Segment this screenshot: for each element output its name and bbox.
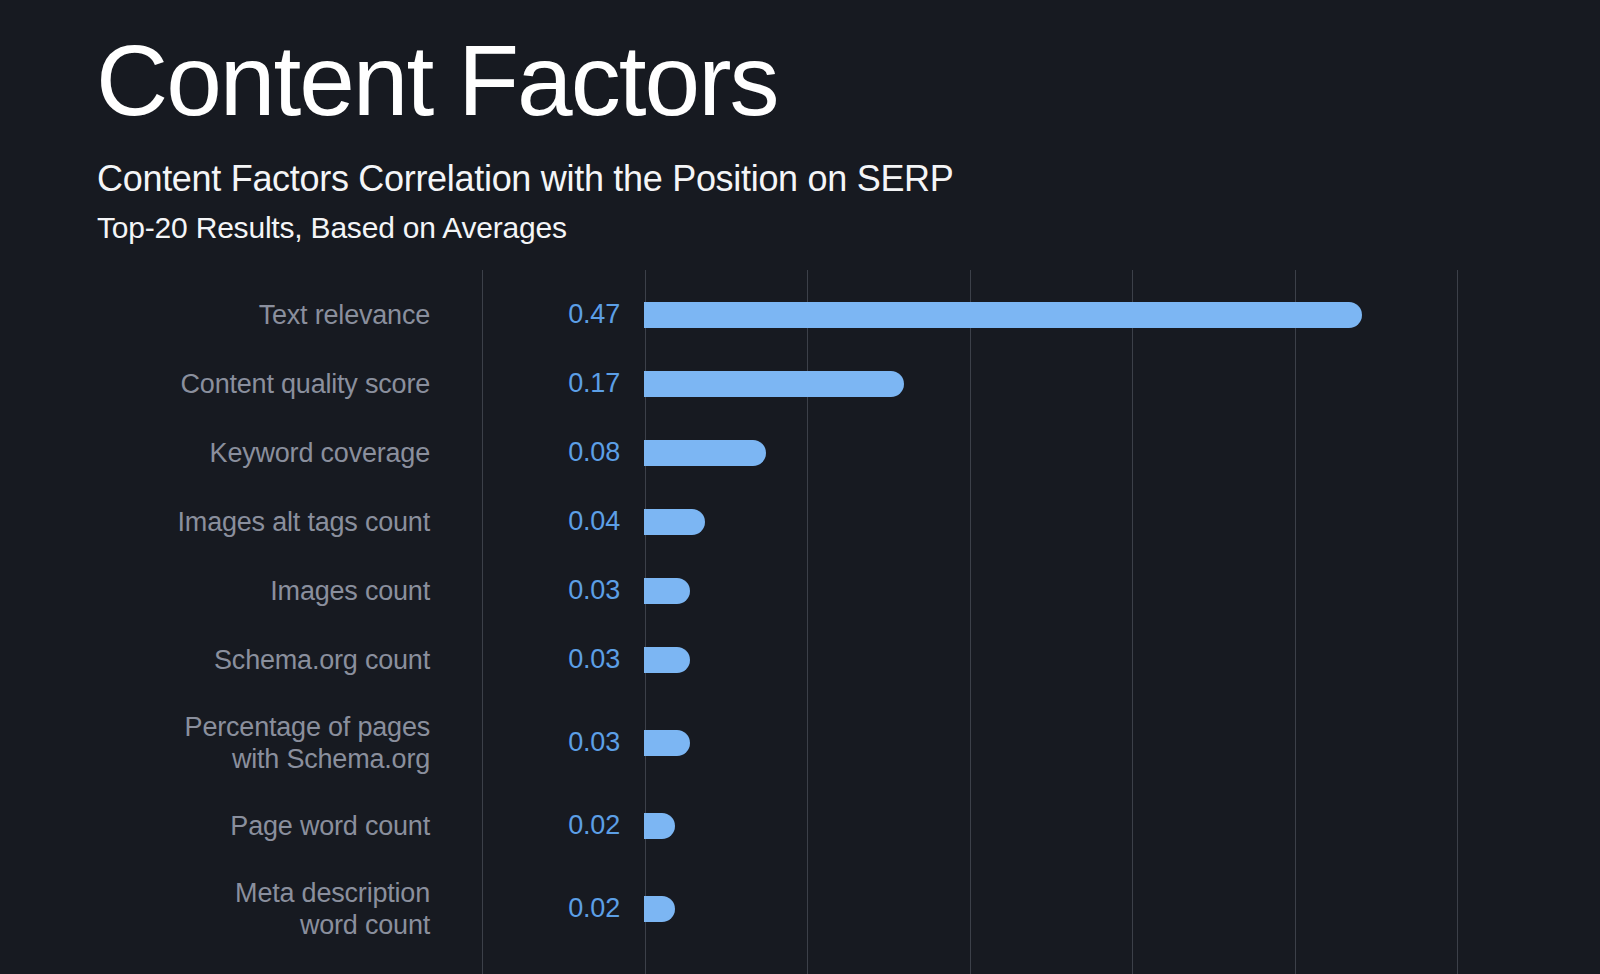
bar — [644, 509, 705, 535]
value-label: 0.02 — [430, 893, 620, 924]
bar-track — [644, 509, 1600, 535]
chart-rows: Text relevance0.47Content quality score0… — [0, 270, 1600, 974]
category-label: Text relevance — [0, 299, 430, 331]
bar — [644, 813, 675, 839]
category-label: Images count — [0, 575, 430, 607]
category-label: Keyword coverage — [0, 437, 430, 469]
bar-track — [644, 302, 1600, 328]
bar-track — [644, 896, 1600, 922]
page-root: Content Factors Content Factors Correlat… — [0, 0, 1600, 974]
chart-row: Meta descriptionword count0.02 — [0, 860, 1600, 957]
chart-row: Images alt tags count0.04 — [0, 487, 1600, 556]
chart-row: Page word count0.02 — [0, 791, 1600, 860]
value-label: 0.17 — [430, 368, 620, 399]
bar — [644, 578, 690, 604]
value-label: 0.03 — [430, 644, 620, 675]
bar-track — [644, 813, 1600, 839]
bar — [644, 302, 1362, 328]
category-label: Meta descriptionword count — [0, 877, 430, 941]
category-label: Images alt tags count — [0, 506, 430, 538]
category-label: Page word count — [0, 810, 430, 842]
bar — [644, 647, 690, 673]
bar-track — [644, 730, 1600, 756]
bar — [644, 371, 904, 397]
chart-row: Percentage of pageswith Schema.org0.03 — [0, 694, 1600, 791]
value-label: 0.47 — [430, 299, 620, 330]
value-label: 0.04 — [430, 506, 620, 537]
bar-track — [644, 578, 1600, 604]
bar-chart: Text relevance0.47Content quality score0… — [0, 270, 1600, 974]
chart-row: Keyword coverage0.08 — [0, 418, 1600, 487]
category-label: Schema.org count — [0, 644, 430, 676]
bar — [644, 730, 690, 756]
value-label: 0.03 — [430, 575, 620, 606]
page-title: Content Factors — [96, 30, 777, 130]
category-label: Percentage of pageswith Schema.org — [0, 711, 430, 775]
bar — [644, 440, 766, 466]
chart-row: Images count0.03 — [0, 556, 1600, 625]
chart-subtitle: Content Factors Correlation with the Pos… — [97, 158, 954, 199]
bar-track — [644, 440, 1600, 466]
category-label: Content quality score — [0, 368, 430, 400]
bar-track — [644, 371, 1600, 397]
value-label: 0.03 — [430, 727, 620, 758]
value-label: 0.02 — [430, 810, 620, 841]
value-label: 0.08 — [430, 437, 620, 468]
chart-row: Content quality score0.17 — [0, 349, 1600, 418]
bar — [644, 896, 675, 922]
bar-track — [644, 647, 1600, 673]
chart-row: Schema.org count0.03 — [0, 625, 1600, 694]
chart-row: Text relevance0.47 — [0, 280, 1600, 349]
chart-subsubtitle: Top-20 Results, Based on Averages — [97, 211, 567, 246]
